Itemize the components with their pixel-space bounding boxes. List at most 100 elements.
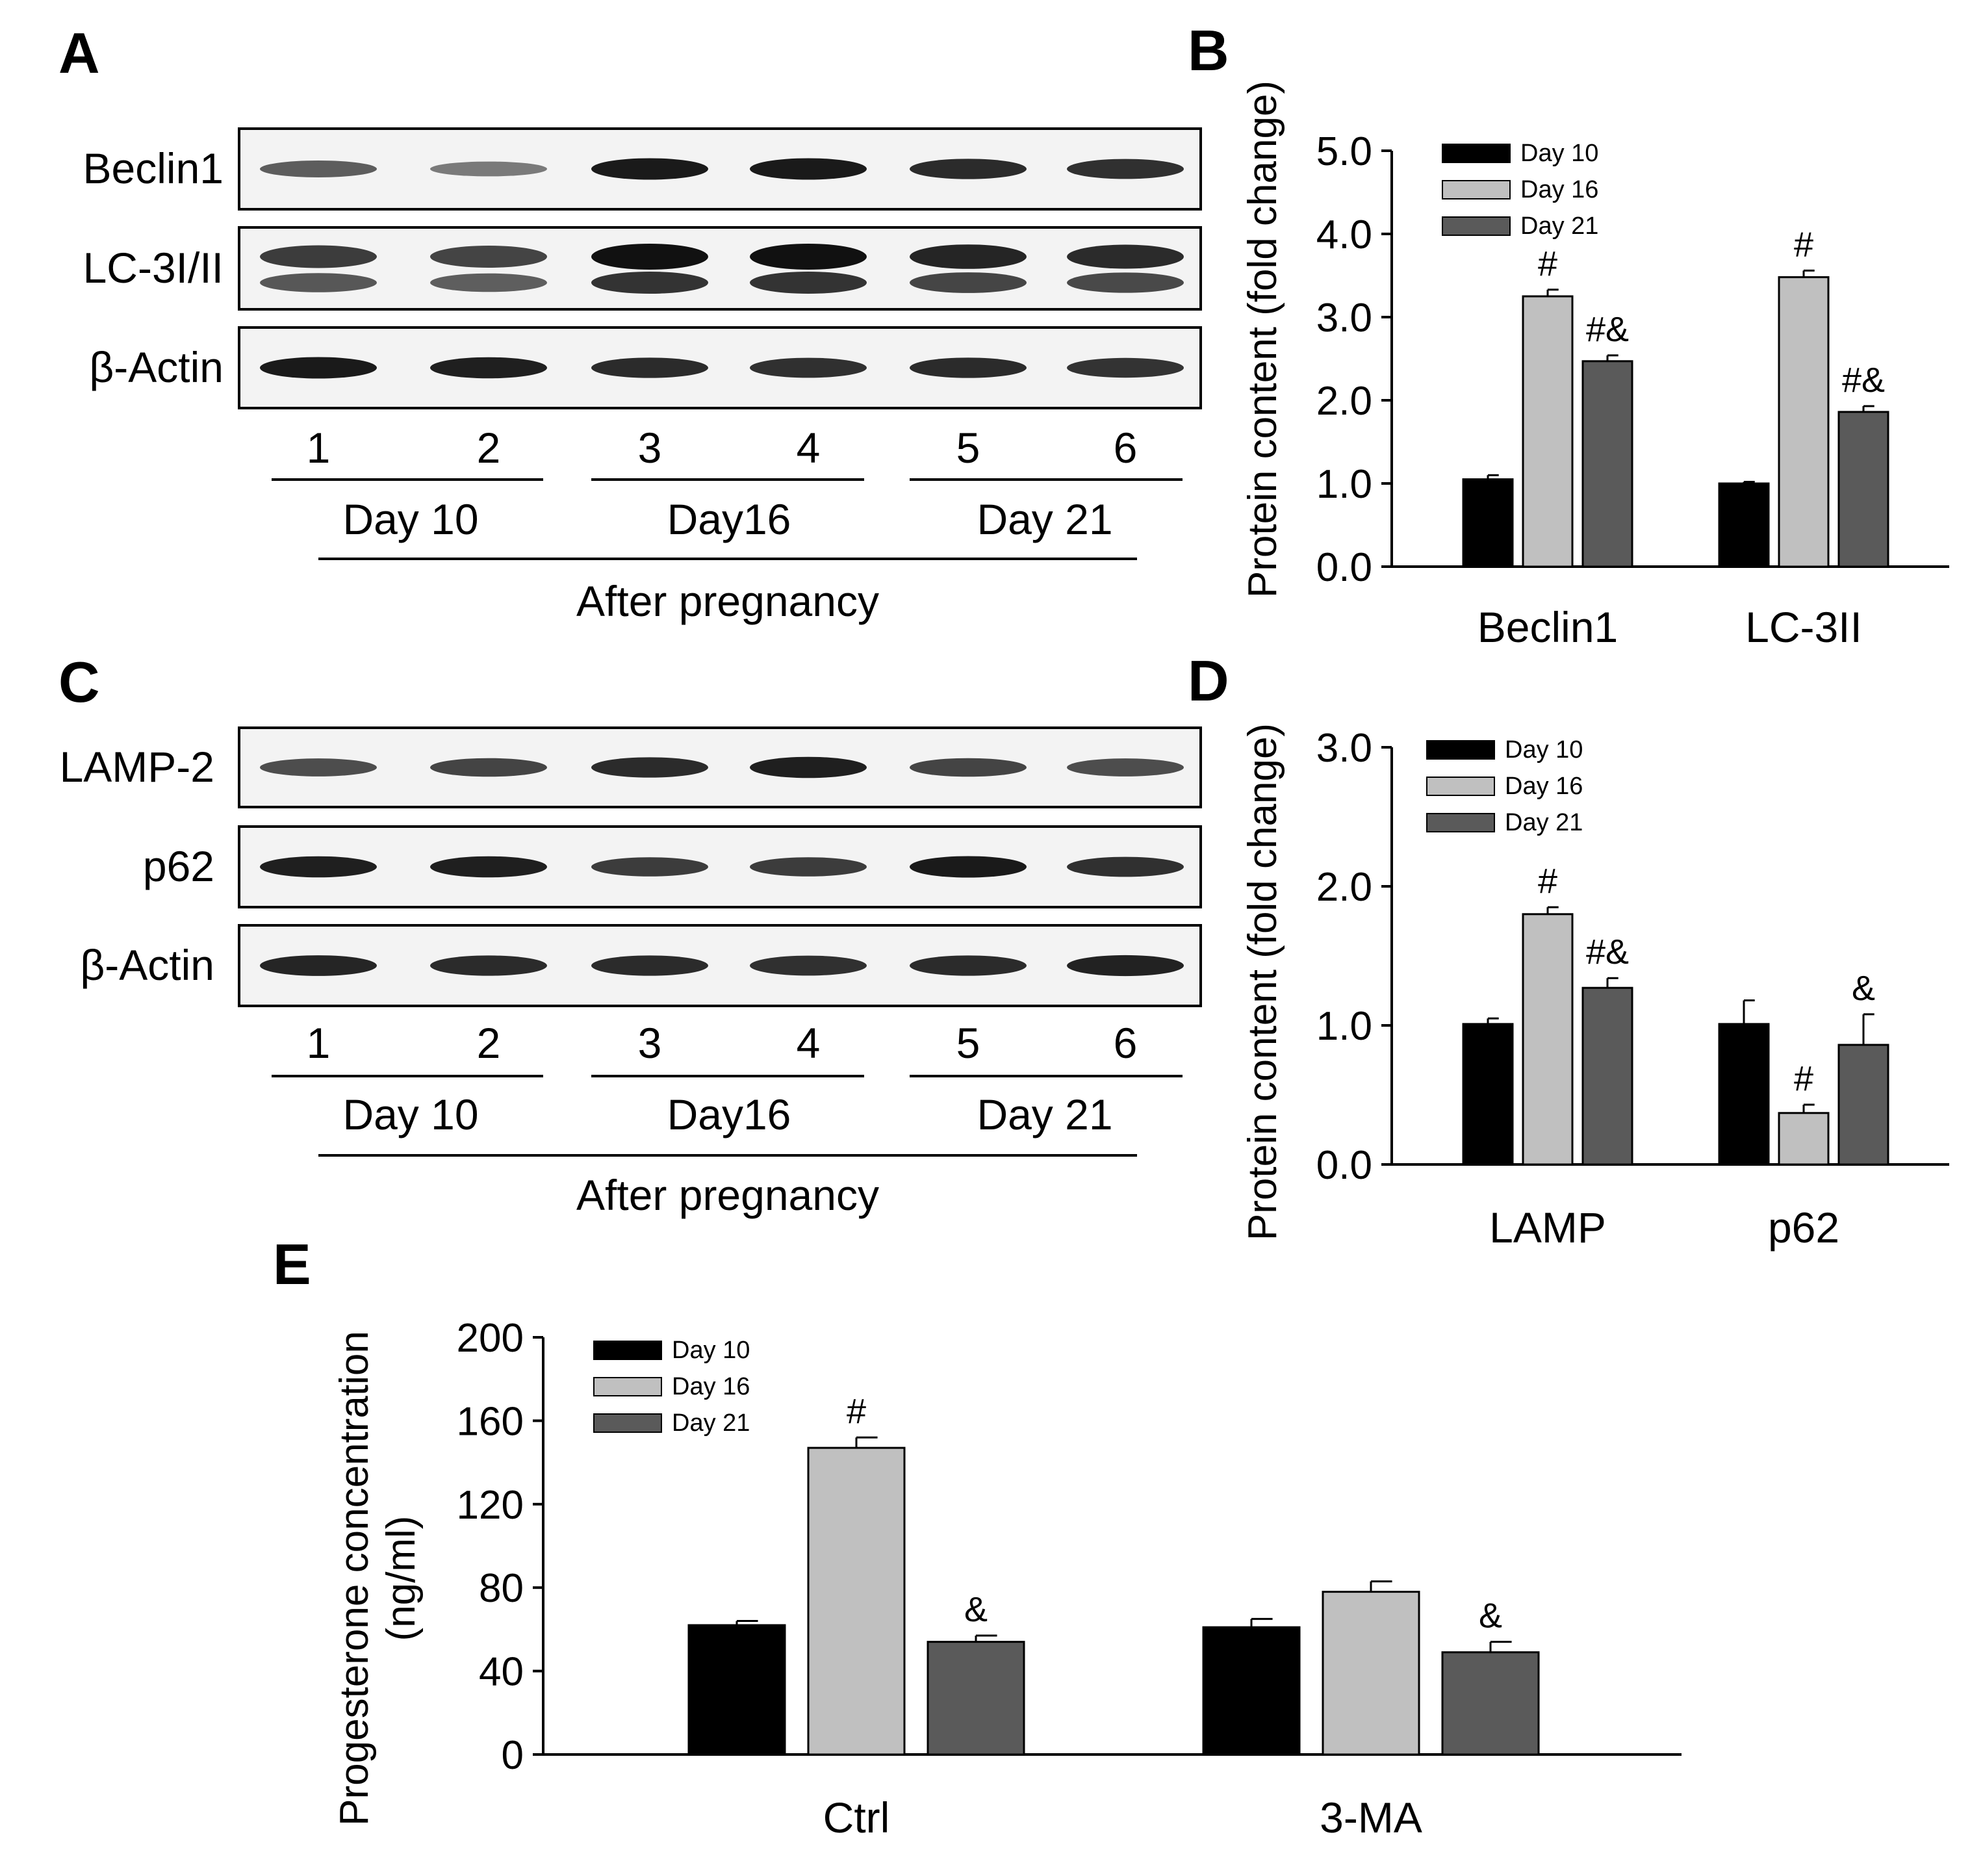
lane-number: 4 (797, 1019, 821, 1067)
blot-band (910, 758, 1027, 777)
panel-letter: D (1188, 649, 1229, 713)
blot-band (750, 955, 867, 976)
y-tick-label: 2.0 (1316, 379, 1372, 424)
legend-swatch (1442, 144, 1511, 163)
blot-band (430, 357, 547, 379)
blot-band (260, 357, 377, 379)
blot-band (910, 856, 1027, 878)
y-axis-title: Progesterone concentration (332, 1331, 377, 1826)
y-tick-label: 5.0 (1316, 129, 1372, 174)
category-label: LC-3II (1745, 603, 1862, 651)
y-tick-label: 0.0 (1316, 1143, 1372, 1188)
group-label: Day16 (667, 495, 791, 543)
legend-label: Day 10 (1505, 736, 1583, 764)
significance-label: & (964, 1590, 988, 1629)
y-tick-label: 40 (479, 1650, 524, 1695)
category-label: Ctrl (823, 1793, 890, 1842)
blot-band (750, 357, 867, 378)
bar (807, 1446, 906, 1756)
y-tick-label: 80 (479, 1566, 524, 1611)
blot-band (260, 273, 377, 292)
legend-label: Day 21 (672, 1409, 750, 1437)
blot-band (260, 955, 377, 976)
significance-label: #& (1586, 932, 1629, 971)
blot-band (260, 161, 377, 177)
lane-number: 4 (797, 424, 821, 472)
blot-band (1067, 357, 1184, 378)
legend-swatch (593, 1341, 662, 1360)
category-label: Beclin1 (1478, 603, 1618, 651)
blot-band (1067, 955, 1184, 977)
blot-band (591, 357, 708, 378)
bar (1581, 986, 1633, 1166)
y-tick-label: 160 (457, 1399, 524, 1444)
legend-swatch (1426, 813, 1495, 832)
category-label: 3-MA (1320, 1793, 1422, 1842)
blot-frame (238, 326, 1202, 409)
blot-label: Beclin1 (83, 144, 224, 192)
blot-band (430, 246, 547, 268)
y-tick-label: 4.0 (1316, 212, 1372, 257)
bar (1462, 478, 1514, 568)
blot-band (260, 856, 377, 878)
group-label: Day 10 (342, 1090, 478, 1138)
y-tick-label: 1.0 (1316, 1004, 1372, 1049)
blot-band (591, 158, 708, 180)
panel-c: C LAMP-2 p62 β-Actin 1 2 3 4 5 6 Day 10 Day16 Day 21… (58, 650, 1202, 1219)
blot-frame (238, 825, 1202, 908)
category-label: p62 (1768, 1203, 1839, 1252)
panel-d-chart: D 0.0 1.0 2.0 3.0 Protein content (fold chang… (1188, 649, 1949, 1252)
y-tick-label: 0.0 (1316, 545, 1372, 590)
blot-band (430, 758, 547, 777)
blot-band (591, 244, 708, 270)
legend-label: Day 21 (1505, 809, 1583, 836)
legend-swatch (593, 1377, 662, 1396)
significance-label: # (1538, 244, 1557, 283)
panel-a: A Beclin1 LC-3I/II β-Actin 1 2 3 4 5 6 Day 10 Day16… (58, 21, 1202, 625)
blot-band (750, 857, 867, 877)
lane-number: 6 (1114, 1019, 1138, 1067)
blot-band (591, 955, 708, 976)
blot-band (910, 955, 1027, 976)
blot-band (910, 244, 1027, 269)
bar (1778, 276, 1830, 568)
y-axis-title: (ng/ml) (379, 1516, 424, 1641)
blot-band (1067, 758, 1184, 777)
lane-number: 1 (307, 1019, 331, 1067)
lane-number: 3 (638, 1019, 662, 1067)
blot-band (591, 757, 708, 778)
panel-letter: B (1188, 18, 1229, 83)
legend-label: Day 16 (1505, 773, 1583, 800)
y-tick-label: 120 (457, 1483, 524, 1528)
significance-label: # (847, 1392, 866, 1431)
y-tick-label: 3.0 (1316, 296, 1372, 341)
blot-frame (238, 726, 1202, 808)
lane-number: 2 (477, 424, 501, 472)
blot-frame (238, 924, 1202, 1007)
blot-band (1067, 159, 1184, 179)
bar (1837, 411, 1889, 568)
lane-number: 2 (477, 1019, 501, 1067)
legend-label: Day 16 (672, 1373, 750, 1400)
panel-b-chart: B 0.0 1.0 2.0 3.0 4.0 5.0 Protein content (fold… (1188, 18, 1949, 651)
legend-swatch (1442, 216, 1511, 236)
blot-band (910, 159, 1027, 179)
blot-band (910, 357, 1027, 378)
bar (927, 1641, 1025, 1756)
footer-label: After pregnancy (576, 1171, 879, 1219)
blot-band (260, 245, 377, 268)
bar (1581, 360, 1633, 568)
significance-label: # (1794, 225, 1813, 264)
significance-label: #& (1586, 310, 1629, 349)
blot-frame (238, 127, 1202, 211)
blot-frame (238, 226, 1202, 311)
category-label: LAMP (1489, 1203, 1606, 1252)
panel-letter: C (58, 650, 100, 714)
significance-label: #& (1842, 361, 1885, 400)
lane-number: 5 (956, 424, 980, 472)
y-tick-label: 2.0 (1316, 865, 1372, 910)
significance-label: # (1794, 1059, 1813, 1098)
blot-band (750, 272, 867, 294)
blot-band (750, 756, 867, 778)
